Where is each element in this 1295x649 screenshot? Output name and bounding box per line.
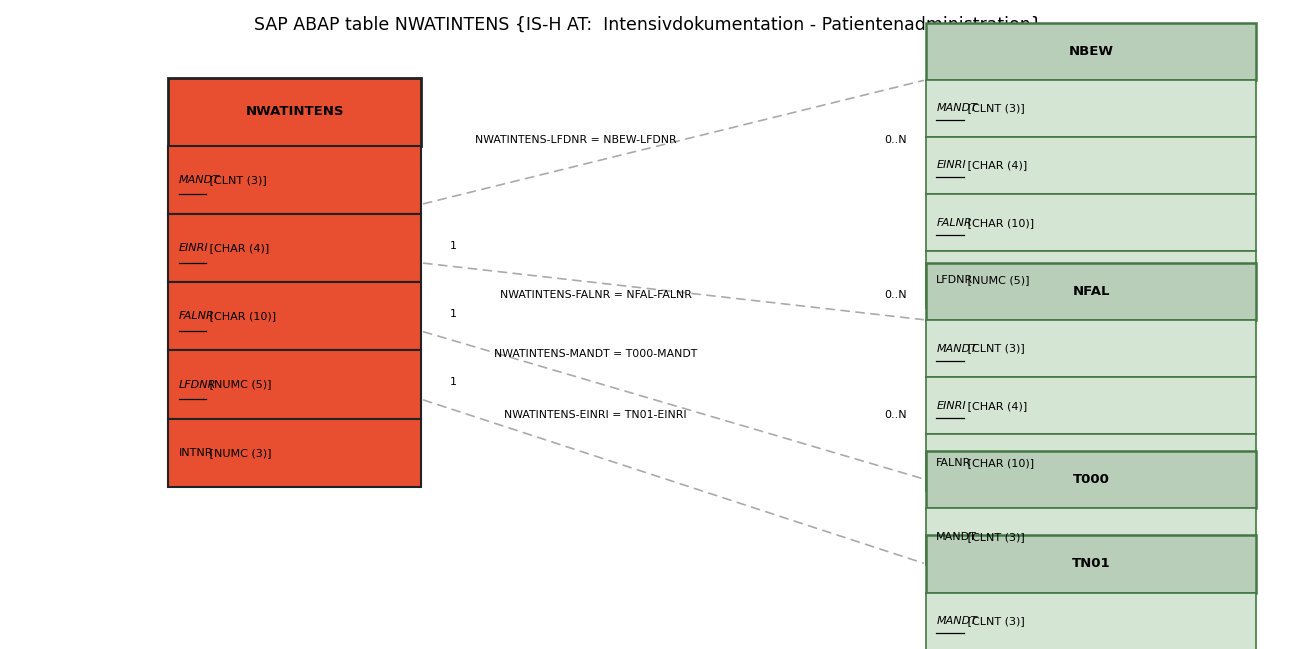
Bar [926,508,1256,565]
Bar [926,593,1256,649]
Text: 1: 1 [449,241,456,251]
Text: [CLNT (3)]: [CLNT (3)] [963,532,1024,542]
Text: MANDT: MANDT [936,616,978,626]
Bar [168,282,421,350]
Text: MANDT: MANDT [936,343,978,354]
Bar [168,214,421,282]
Text: FALNR: FALNR [936,217,973,228]
Text: 0..N: 0..N [884,290,906,300]
Text: NBEW: NBEW [1068,45,1114,58]
Text: INTNR: INTNR [179,448,214,458]
Text: NWATINTENS-FALNR = NFAL-FALNR: NWATINTENS-FALNR = NFAL-FALNR [500,290,692,300]
Bar [168,419,421,487]
Bar [926,80,1256,137]
Bar [926,434,1256,491]
Text: LFDNR: LFDNR [936,275,974,285]
Text: [NUMC (3)]: [NUMC (3)] [206,448,272,458]
Text: NWATINTENS-LFDNR = NBEW-LFDNR: NWATINTENS-LFDNR = NBEW-LFDNR [475,134,677,145]
Text: EINRI: EINRI [936,400,966,411]
Bar [926,23,1256,80]
Bar [926,377,1256,434]
Text: FALNR: FALNR [179,312,215,321]
Bar [926,137,1256,194]
Text: FALNR: FALNR [936,458,971,468]
Text: [NUMC (5)]: [NUMC (5)] [206,380,272,389]
Text: [CHAR (4)]: [CHAR (4)] [963,160,1027,171]
Text: 0..N: 0..N [884,410,906,421]
Bar [926,263,1256,320]
Text: MANDT: MANDT [936,103,978,114]
Text: MANDT: MANDT [936,532,978,542]
Text: [CLNT (3)]: [CLNT (3)] [206,175,267,185]
Text: TN01: TN01 [1072,557,1110,570]
Text: LFDNR: LFDNR [179,380,216,389]
Bar [926,251,1256,308]
Text: [CLNT (3)]: [CLNT (3)] [963,343,1024,354]
Text: 1: 1 [449,378,456,387]
Text: NWATINTENS-EINRI = TN01-EINRI: NWATINTENS-EINRI = TN01-EINRI [504,410,688,421]
Text: T000: T000 [1072,473,1110,486]
Text: NWATINTENS-MANDT = T000-MANDT: NWATINTENS-MANDT = T000-MANDT [495,349,697,359]
Bar [926,320,1256,377]
Bar [168,146,421,214]
Text: EINRI: EINRI [179,243,208,253]
Text: [CHAR (10)]: [CHAR (10)] [963,217,1033,228]
Text: [CLNT (3)]: [CLNT (3)] [963,103,1024,114]
Text: [CHAR (4)]: [CHAR (4)] [963,400,1027,411]
Text: NFAL: NFAL [1072,285,1110,298]
Text: MANDT: MANDT [179,175,220,185]
Text: [CHAR (10)]: [CHAR (10)] [206,312,276,321]
Bar [926,194,1256,251]
Bar [926,451,1256,508]
Bar [168,78,421,146]
Text: [CHAR (10)]: [CHAR (10)] [963,458,1033,468]
Text: [NUMC (5)]: [NUMC (5)] [963,275,1030,285]
Text: 0..N: 0..N [884,134,906,145]
Bar [926,535,1256,593]
Text: EINRI: EINRI [936,160,966,171]
Text: [CHAR (4)]: [CHAR (4)] [206,243,269,253]
Text: SAP ABAP table NWATINTENS {IS-H AT:  Intensivdokumentation - Patientenadministra: SAP ABAP table NWATINTENS {IS-H AT: Inte… [254,16,1041,34]
Bar [168,350,421,419]
Text: [CLNT (3)]: [CLNT (3)] [963,616,1024,626]
Text: NWATINTENS: NWATINTENS [245,105,344,119]
Text: 1: 1 [449,310,456,319]
